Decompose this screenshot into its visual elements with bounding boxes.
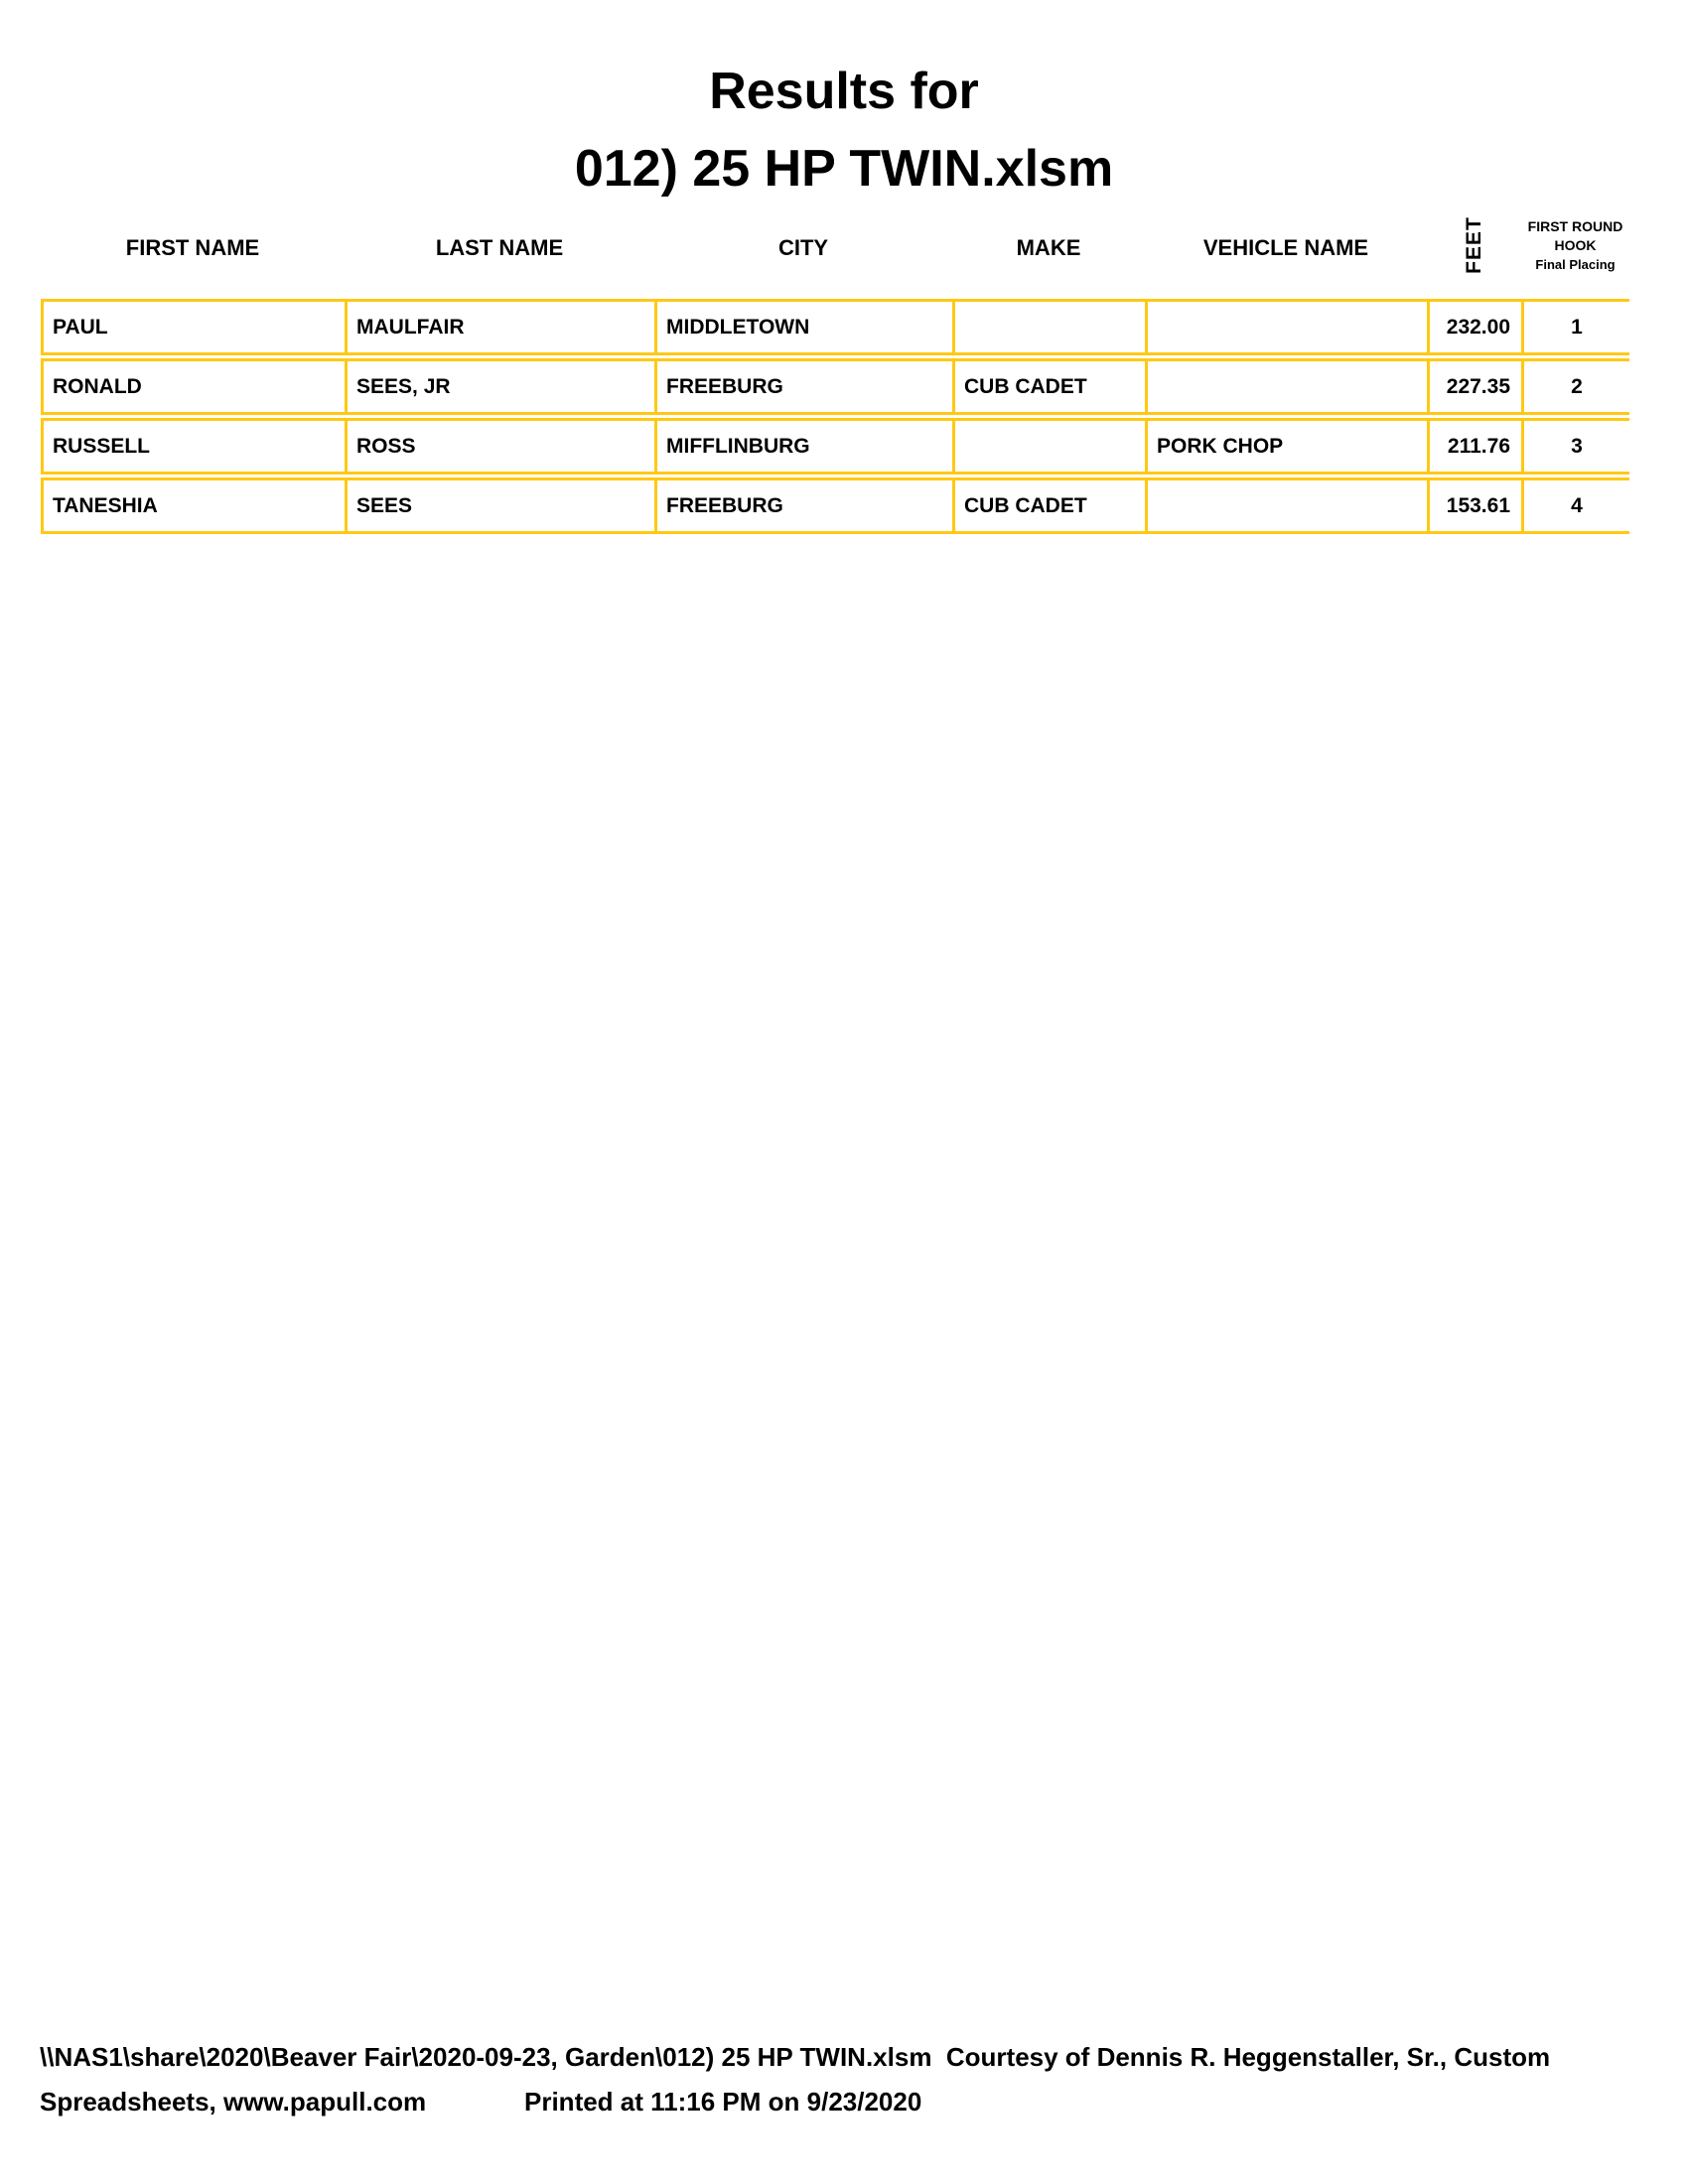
column-header-feet: FEET [1442,212,1506,278]
column-header-vehicle-name: VEHICLE NAME [1202,235,1369,260]
cell-placing: 1 [1571,315,1583,339]
cell-make: CUB CADET [955,361,1148,412]
page-title: Results for [709,63,979,120]
cell-vehicle-name: PORK CHOP [1148,421,1430,472]
results-table: PAUL MAULFAIR MIDDLETOWN 232.00 1 RONALD… [41,299,1629,537]
placing-header-line1: FIRST ROUND [1527,218,1623,234]
cell-first-name: RUSSELL [44,421,348,472]
footer-file-path: \\NAS1\share\2020\Beaver Fair\2020-09-23… [40,2042,1551,2072]
cell-placing: 4 [1571,493,1583,517]
cell-city: MIFFLINBURG [657,421,955,472]
cell-vehicle-name [1148,361,1430,412]
cell-first-name: PAUL [44,302,348,352]
cell-make: CUB CADET [955,480,1148,531]
column-header-first-name: FIRST NAME [125,235,260,260]
cell-vehicle-name [1148,480,1430,531]
cell-last-name: ROSS [348,421,657,472]
table-row: TANESHIA SEES FREEBURG CUB CADET 153.61 … [41,478,1629,534]
table-row: RUSSELL ROSS MIFFLINBURG PORK CHOP 211.7… [41,418,1629,475]
cell-feet: 153.61 [1430,480,1524,531]
cell-placing: 3 [1571,434,1583,458]
cell-city: MIDDLETOWN [657,302,955,352]
footer-website: Spreadsheets, www.papull.com [40,2087,427,2116]
column-header-make: MAKE [1016,235,1081,260]
cell-feet: 232.00 [1430,302,1524,352]
footer-printed-timestamp: Printed at 11:16 PM on 9/23/2020 [524,2087,922,2116]
cell-city: FREEBURG [657,480,955,531]
cell-make [955,421,1148,472]
feet-vertical-label: FEET [1462,216,1485,274]
cell-make [955,302,1148,352]
cell-feet: 211.76 [1430,421,1524,472]
cell-first-name: TANESHIA [44,480,348,531]
page-subtitle-filename: 012) 25 HP TWIN.xlsm [574,140,1114,198]
cell-first-name: RONALD [44,361,348,412]
column-header-city: CITY [777,235,829,260]
cell-city: FREEBURG [657,361,955,412]
placing-header-line2: HOOK [1554,237,1597,253]
table-row: RONALD SEES, JR FREEBURG CUB CADET 227.3… [41,358,1629,415]
placing-header-line3: Final Placing [1535,257,1616,272]
cell-last-name: SEES, JR [348,361,657,412]
column-header-placing: FIRST ROUND HOOK Final Placing [1521,217,1629,274]
cell-last-name: MAULFAIR [348,302,657,352]
cell-vehicle-name [1148,302,1430,352]
cell-feet: 227.35 [1430,361,1524,412]
cell-placing: 2 [1571,374,1583,398]
table-row: PAUL MAULFAIR MIDDLETOWN 232.00 1 [41,299,1629,355]
column-header-last-name: LAST NAME [435,235,564,260]
cell-last-name: SEES [348,480,657,531]
